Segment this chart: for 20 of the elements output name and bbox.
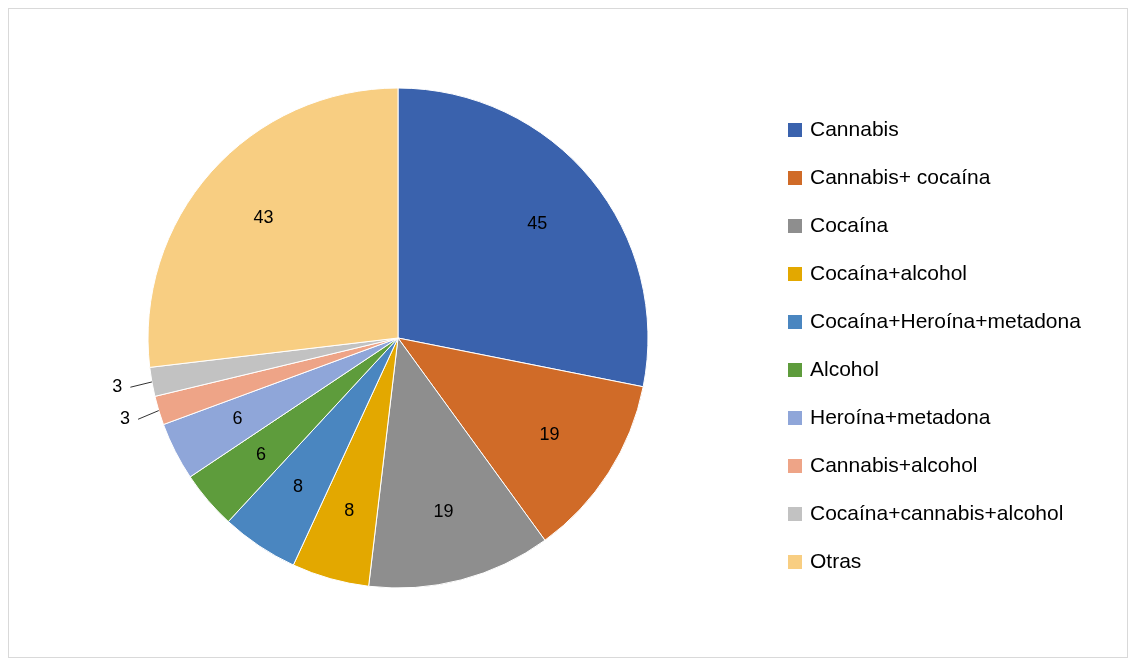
data-label: 19	[539, 423, 560, 444]
data-label: 45	[527, 212, 548, 233]
legend-label: Cannabis+alcohol	[810, 452, 978, 476]
data-label: 6	[256, 443, 267, 464]
data-label: 3	[112, 375, 123, 396]
data-label: 19	[433, 500, 454, 521]
legend-label: Cocaína	[810, 212, 889, 236]
data-label: 43	[253, 207, 274, 228]
legend-label: Alcohol	[810, 356, 879, 380]
data-label: 6	[232, 408, 243, 429]
data-label: 8	[292, 476, 304, 497]
legend-label: Otras	[810, 548, 862, 572]
legend-label: Heroína+metadona	[810, 404, 991, 428]
data-label: 3	[120, 408, 131, 429]
legend-label: Cocaína+Heroína+metadona	[810, 308, 1082, 332]
legend-label: Cannabis	[810, 116, 899, 140]
data-label: 8	[344, 499, 355, 520]
legend-label: Cocaína+alcohol	[810, 260, 968, 284]
legend-label: Cannabis+ cocaína	[810, 164, 991, 188]
legend-label: Cocaína+cannabis+alcohol	[810, 500, 1064, 524]
